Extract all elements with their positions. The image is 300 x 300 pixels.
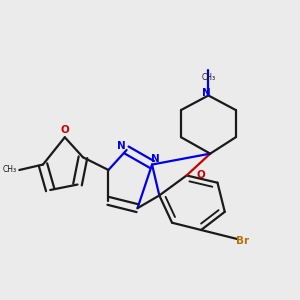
Text: Br: Br [236,236,250,246]
Text: N: N [117,141,125,152]
Text: CH₃: CH₃ [201,73,215,82]
Text: N: N [202,88,211,98]
Text: N: N [151,154,160,164]
Text: CH₃: CH₃ [2,166,16,175]
Text: O: O [60,125,69,135]
Text: O: O [196,170,205,181]
